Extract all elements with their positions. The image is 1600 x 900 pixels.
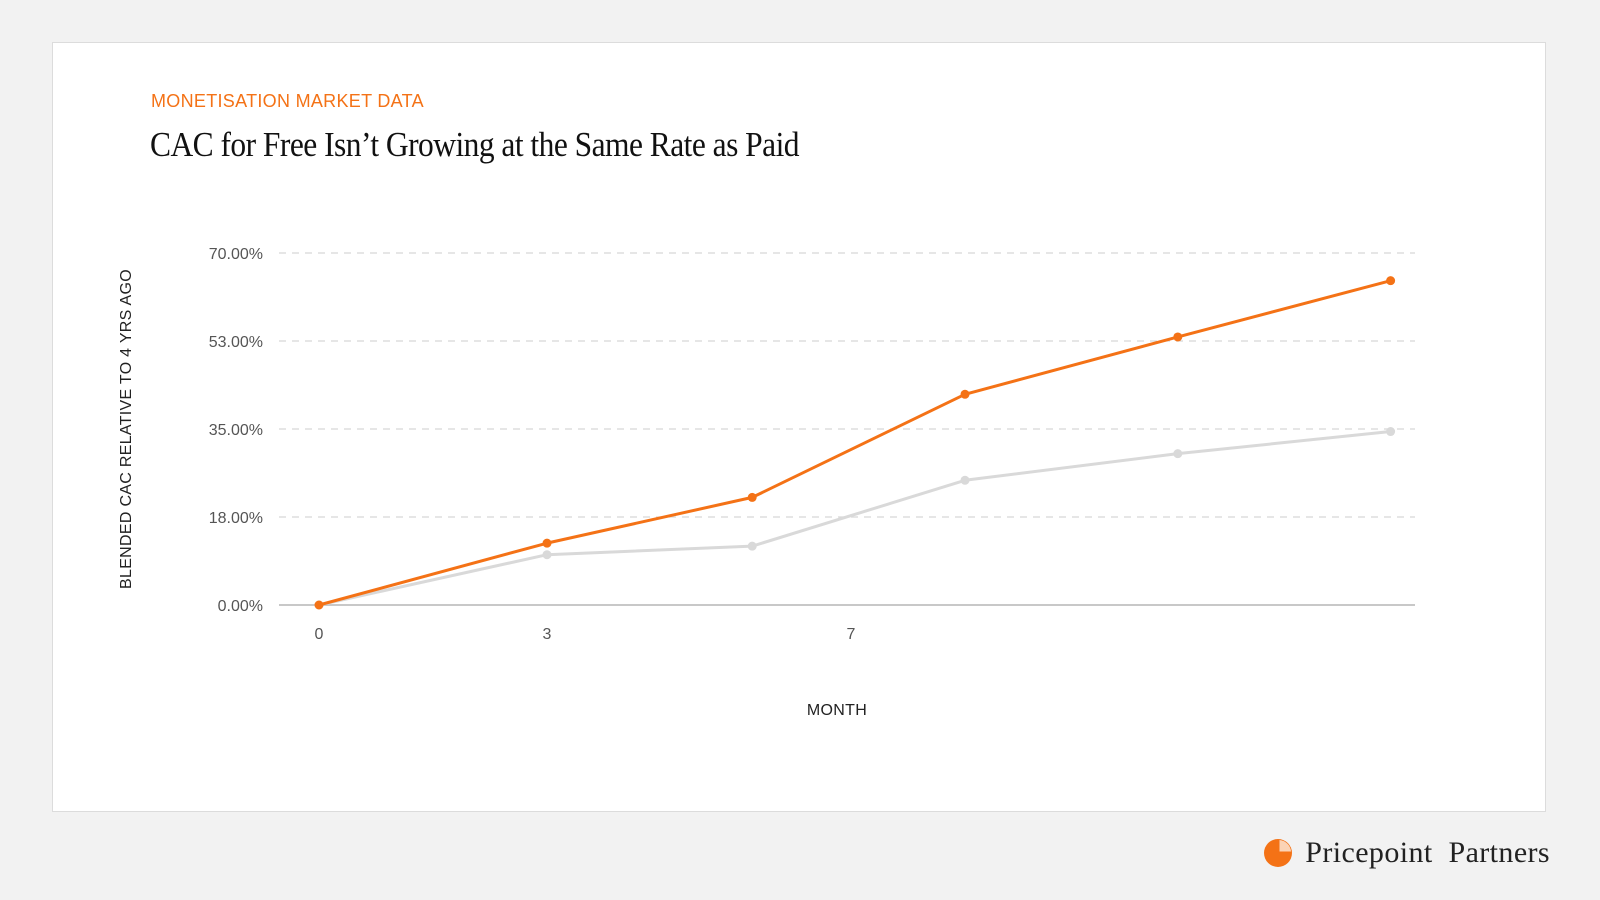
y-axis-title: BLENDED CAC RELATIVE TO 4 YRS AGO [118,269,135,589]
x-axis-title: MONTH [807,702,867,719]
y-tick-label: 18.00% [209,510,263,527]
free-series-point [960,475,970,485]
y-tick-label: 35.00% [209,422,263,439]
paid-series-point [542,538,552,548]
x-tick-label: 7 [847,626,856,643]
y-tick-label: 53.00% [209,334,263,351]
pie-chart-icon [1264,839,1293,867]
chart-eyebrow: MONETISATION MARKET DATA [151,91,424,111]
brand-name: Pricepoint Partners [1305,836,1550,869]
paid-series-point [314,600,324,610]
y-tick-label: 0.00% [218,598,263,615]
paid-series-point [960,389,970,399]
chart-card: MONETISATION MARKET DATA CAC for Free Is… [52,42,1546,812]
y-tick-label: 70.00% [209,246,263,263]
x-tick-label: 0 [315,626,324,643]
paid-series-point [747,492,757,502]
chart-title: CAC for Free Isn’t Growing at the Same R… [150,125,800,164]
free-series-point [747,541,757,551]
free-series-point [1173,449,1183,459]
paid-series-point [1173,332,1183,342]
x-tick-label: 3 [543,626,552,643]
brand-footer: Pricepoint Partners [1263,836,1550,870]
paid-series-line [317,279,1393,607]
free-series-point [1386,427,1396,437]
free-series-point [542,550,552,560]
free-series-line [317,430,1393,607]
paid-series-point [1386,276,1396,286]
line-chart: 0.00% 18.00% 35.00% 53.00% 70.00% 0 3 7 MONTH BLE… [118,246,1415,719]
